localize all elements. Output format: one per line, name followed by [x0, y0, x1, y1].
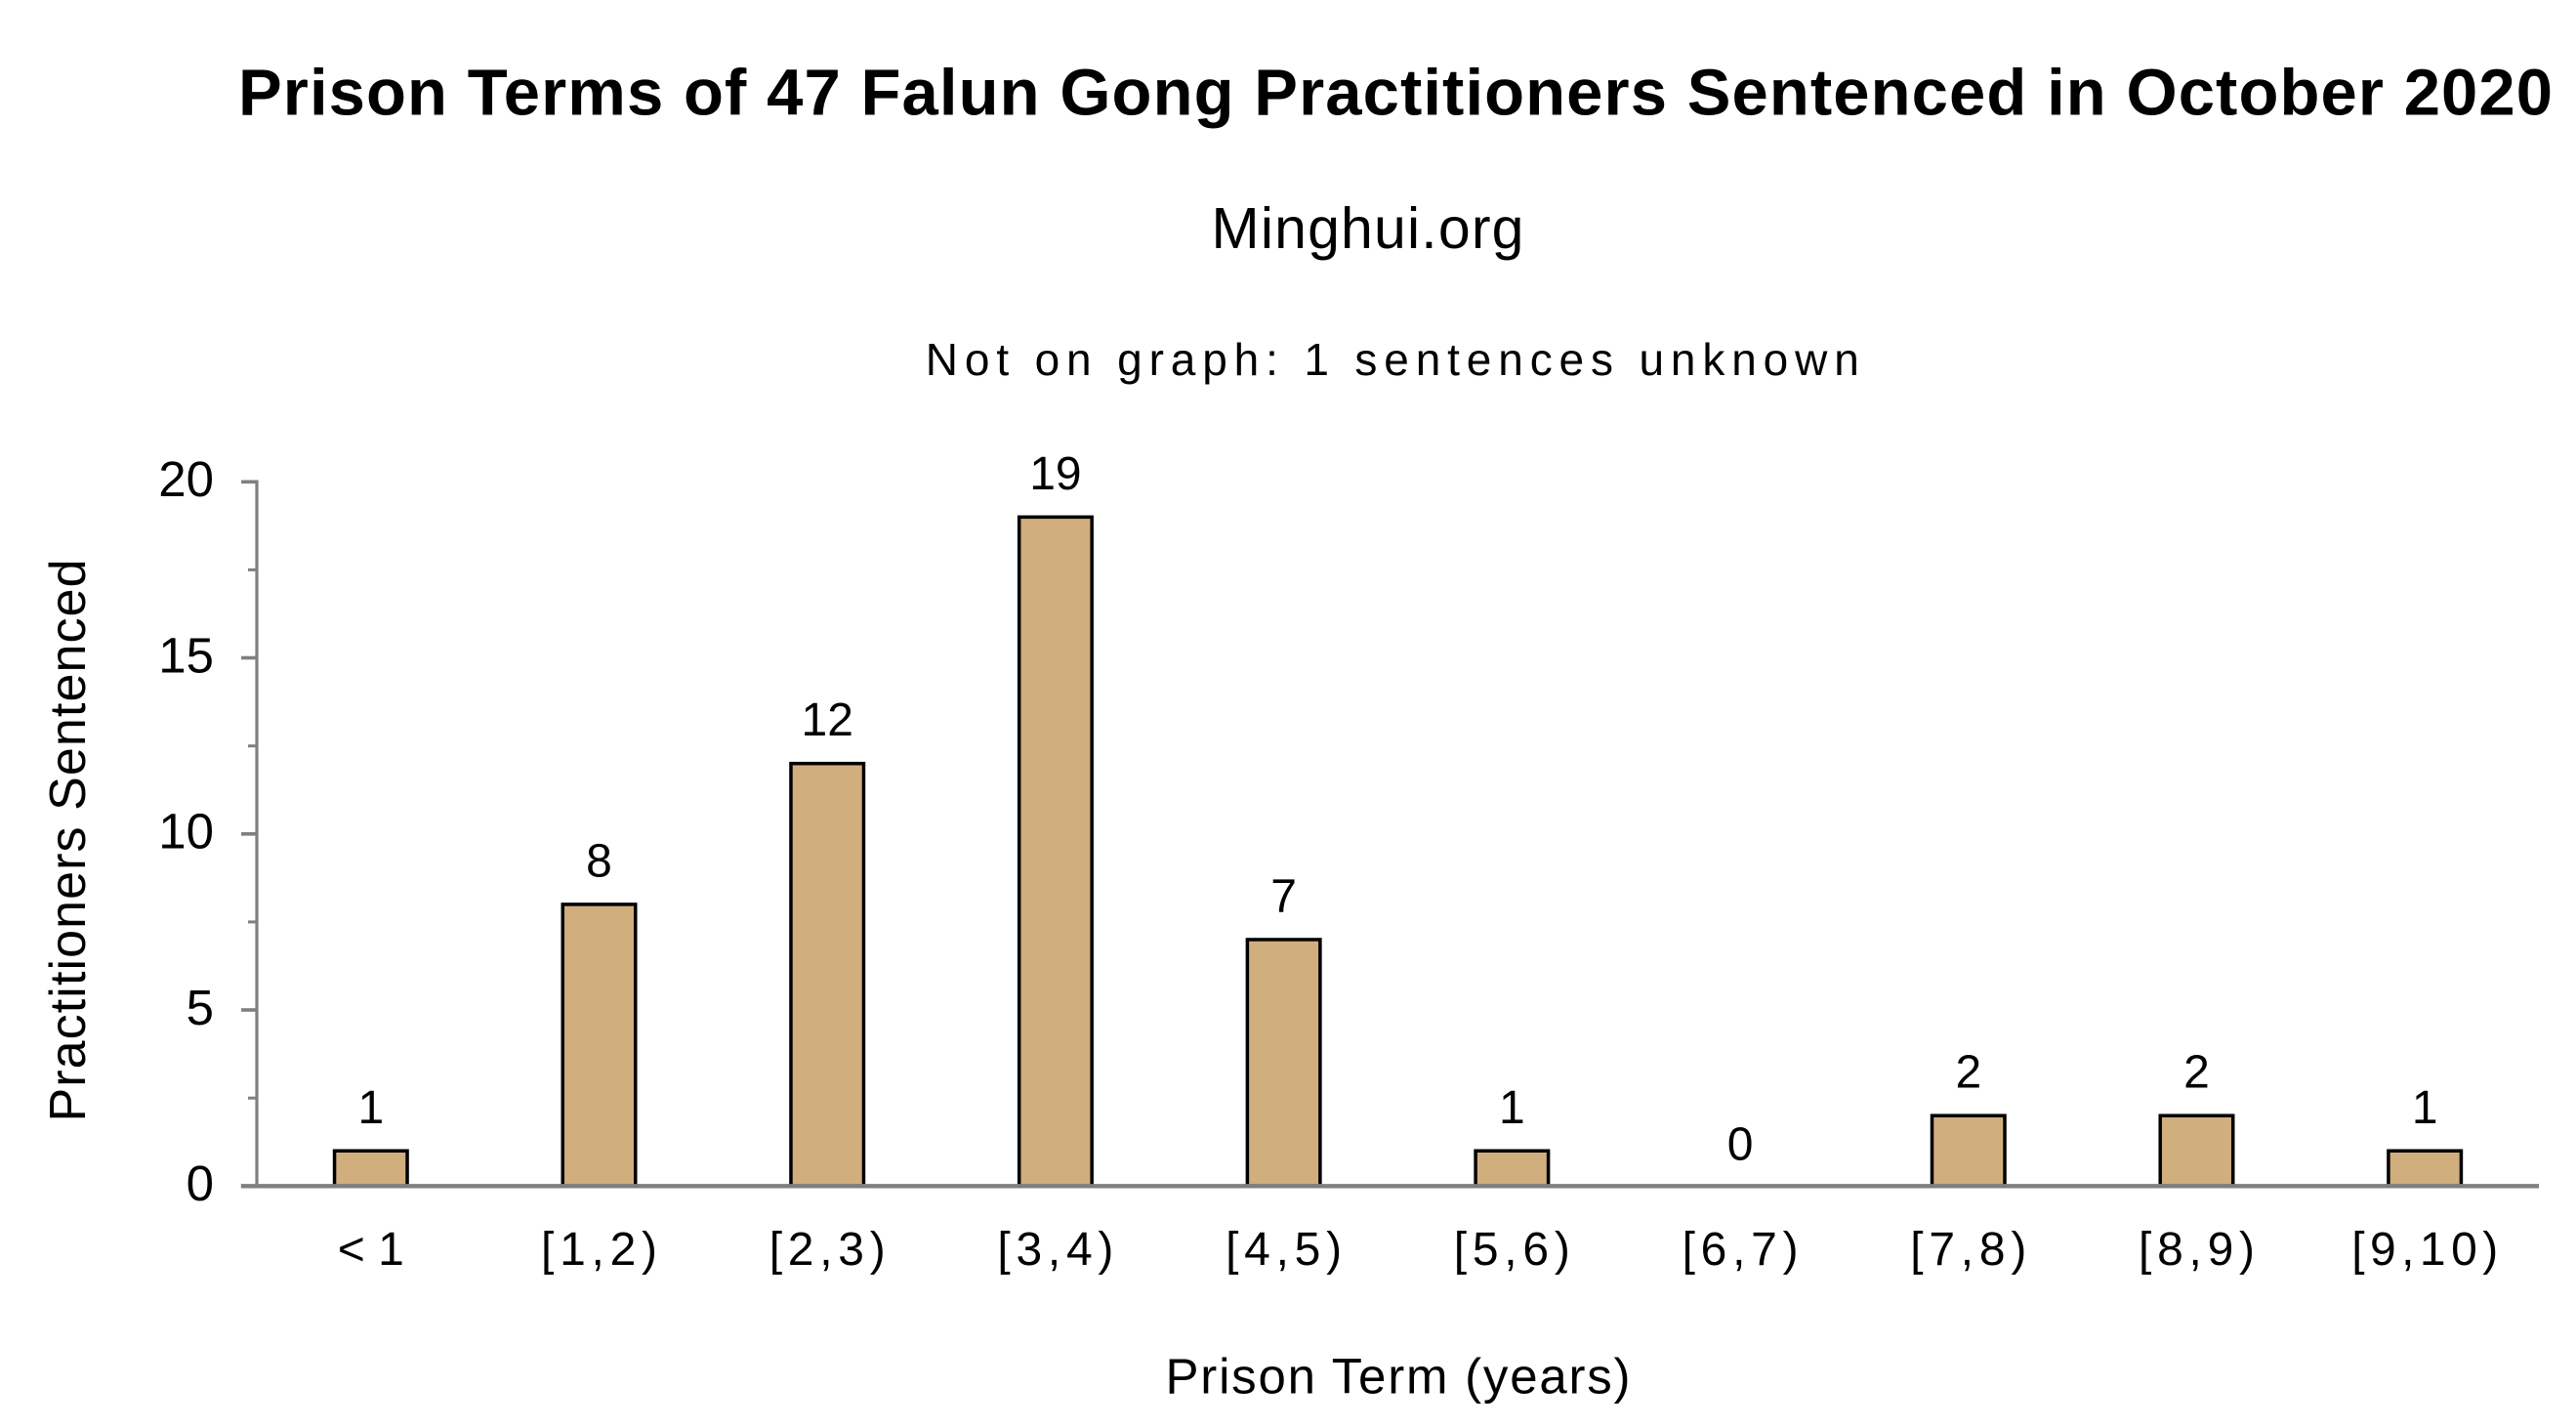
svg-text:Not on graph: 1 sentences unkn: Not on graph: 1 sentences unknown [926, 334, 1859, 385]
svg-text:7: 7 [1270, 871, 1297, 923]
svg-text:1: 1 [357, 1082, 384, 1134]
svg-text:15: 15 [158, 627, 214, 683]
svg-text:0: 0 [187, 1155, 214, 1211]
svg-text:Prison Term (years): Prison Term (years) [1166, 1348, 1631, 1404]
svg-text:0: 0 [1727, 1118, 1754, 1170]
svg-text:1: 1 [2412, 1082, 2438, 1134]
svg-text:2: 2 [2183, 1047, 2210, 1099]
svg-text:[9,10): [9,10) [2351, 1224, 2498, 1276]
svg-text:Prison Terms of 47 Falun Gong: Prison Terms of 47 Falun Gong Practition… [238, 56, 2553, 129]
svg-text:20: 20 [158, 451, 214, 507]
svg-text:Practitioners Sentenced: Practitioners Sentenced [40, 560, 97, 1122]
svg-text:2: 2 [1955, 1047, 1981, 1099]
svg-text:8: 8 [586, 835, 612, 887]
svg-text:12: 12 [802, 694, 853, 746]
svg-text:1: 1 [1499, 1082, 1525, 1134]
svg-text:10: 10 [158, 804, 214, 860]
svg-text:19: 19 [1029, 448, 1081, 500]
svg-text:Minghui.org: Minghui.org [1212, 196, 1524, 261]
svg-text:5: 5 [187, 980, 214, 1035]
